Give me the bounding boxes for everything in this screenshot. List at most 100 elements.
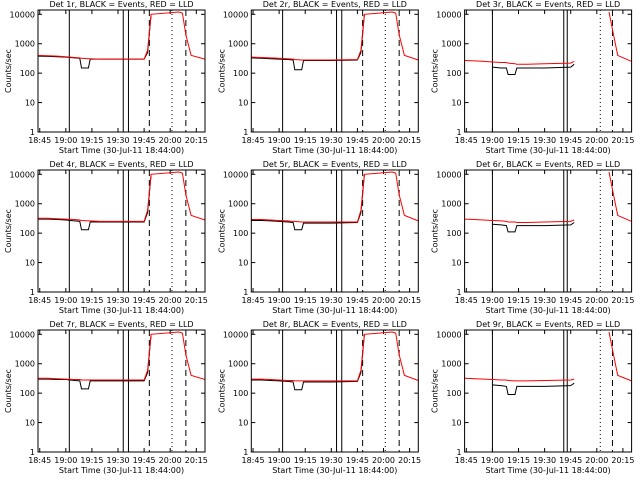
x-tick-label: 19:00	[268, 296, 291, 305]
y-tick-label: 10000	[10, 170, 35, 179]
y-tick-label: 10	[25, 259, 35, 268]
x-tick-label: 19:45	[133, 296, 156, 305]
x-tick-label: 19:00	[54, 456, 77, 465]
x-tick-label: 20:15	[185, 296, 208, 305]
series-line	[38, 174, 152, 231]
chart-title: Det 1r, BLACK = Events, RED = LLD	[49, 0, 193, 9]
plot-frame	[464, 329, 633, 453]
x-tick-label: 19:30	[106, 296, 129, 305]
plot-frame	[37, 329, 206, 453]
y-tick-label: 1000	[228, 360, 248, 369]
x-tick-label: 19:45	[346, 296, 369, 305]
y-tick-label: 10	[25, 419, 35, 428]
x-tick-label: 19:00	[54, 296, 77, 305]
y-tick-label: 1000	[15, 360, 35, 369]
x-tick-label: 19:45	[346, 456, 369, 465]
x-tick-label: 19:15	[507, 136, 530, 145]
y-tick-label: 1	[457, 288, 462, 297]
x-tick-label: 18:45	[455, 296, 478, 305]
y-tick-label: 1	[30, 448, 35, 457]
x-tick-label: 20:00	[372, 296, 395, 305]
plot-area	[38, 10, 205, 132]
y-tick-label: 1000	[441, 200, 461, 209]
y-tick-label: 100	[20, 229, 35, 238]
plot-area	[251, 10, 419, 132]
x-tick-label: 20:00	[585, 136, 608, 145]
chart-title: Det 2r, BLACK = Events, RED = LLD	[263, 0, 407, 9]
y-tick-label: 100	[446, 69, 461, 78]
y-axis-label: Counts/sec	[431, 49, 440, 93]
series-line	[464, 11, 632, 65]
x-tick-label: 19:30	[106, 136, 129, 145]
plot-area	[251, 170, 419, 292]
x-tick-label: 20:00	[585, 456, 608, 465]
x-tick-label: 19:15	[294, 456, 317, 465]
series-line	[464, 171, 632, 223]
chart-title: Det 7r, BLACK = Events, RED = LLD	[49, 320, 193, 329]
y-axis-label: Counts/sec	[431, 369, 440, 413]
y-tick-label: 1	[457, 128, 462, 137]
y-tick-label: 10000	[223, 330, 248, 339]
x-axis-label: Start Time (30-Jul-11 18:44:00)	[59, 306, 184, 315]
y-tick-label: 1	[457, 448, 462, 457]
series-line	[251, 334, 365, 391]
plot-area	[251, 330, 419, 452]
y-axis-label: Counts/sec	[4, 209, 13, 253]
x-axis-label: Start Time (30-Jul-11 18:44:00)	[59, 466, 184, 475]
plot-frame	[37, 169, 206, 293]
plot-frame	[37, 9, 206, 133]
x-axis-label: Start Time (30-Jul-11 18:44:00)	[486, 306, 611, 315]
x-axis-label: Start Time (30-Jul-11 18:44:00)	[272, 146, 397, 155]
series-line	[492, 63, 575, 75]
y-tick-label: 1000	[228, 40, 248, 49]
plot-frame	[464, 169, 633, 293]
x-tick-label: 19:30	[320, 456, 343, 465]
x-tick-label: 20:00	[159, 456, 182, 465]
x-axis-label: Start Time (30-Jul-11 18:44:00)	[272, 306, 397, 315]
y-axis-label: Counts/sec	[4, 49, 13, 93]
series-line	[492, 382, 575, 395]
y-tick-label: 100	[233, 69, 248, 78]
x-tick-label: 19:30	[533, 296, 556, 305]
y-tick-label: 1	[243, 448, 248, 457]
x-tick-label: 19:15	[80, 456, 103, 465]
x-tick-label: 18:45	[28, 296, 51, 305]
x-tick-label: 19:45	[559, 136, 582, 145]
y-tick-label: 10000	[223, 170, 248, 179]
x-tick-label: 19:15	[507, 456, 530, 465]
x-tick-label: 20:00	[159, 296, 182, 305]
y-tick-label: 10	[238, 419, 248, 428]
plot-area	[464, 330, 632, 452]
plot-frame	[250, 169, 419, 293]
y-axis-label: Counts/sec	[431, 209, 440, 253]
y-tick-label: 10000	[10, 10, 35, 19]
x-tick-label: 18:45	[242, 456, 265, 465]
x-tick-label: 19:30	[320, 136, 343, 145]
y-tick-label: 100	[20, 69, 35, 78]
x-tick-label: 18:45	[455, 136, 478, 145]
x-tick-label: 18:45	[242, 136, 265, 145]
series-line	[492, 222, 575, 233]
y-tick-label: 100	[446, 389, 461, 398]
series-line	[251, 174, 365, 231]
x-tick-label: 19:00	[54, 136, 77, 145]
y-tick-label: 1000	[441, 360, 461, 369]
y-tick-label: 10	[238, 259, 248, 268]
x-tick-label: 18:45	[28, 136, 51, 145]
y-tick-label: 1000	[441, 40, 461, 49]
chart-title: Det 6r, BLACK = Events, RED = LLD	[476, 160, 620, 169]
chart-title: Det 3r, BLACK = Events, RED = LLD	[476, 0, 620, 9]
y-tick-label: 1000	[228, 200, 248, 209]
series-line	[251, 331, 419, 382]
x-tick-label: 19:00	[268, 456, 291, 465]
y-tick-label: 10	[238, 99, 248, 108]
y-tick-label: 10	[451, 99, 461, 108]
series-line	[38, 334, 152, 390]
x-tick-label: 19:45	[133, 456, 156, 465]
x-axis-label: Start Time (30-Jul-11 18:44:00)	[59, 146, 184, 155]
x-tick-label: 20:00	[159, 136, 182, 145]
x-tick-label: 19:15	[507, 296, 530, 305]
x-tick-label: 19:45	[559, 456, 582, 465]
x-tick-label: 19:45	[559, 296, 582, 305]
